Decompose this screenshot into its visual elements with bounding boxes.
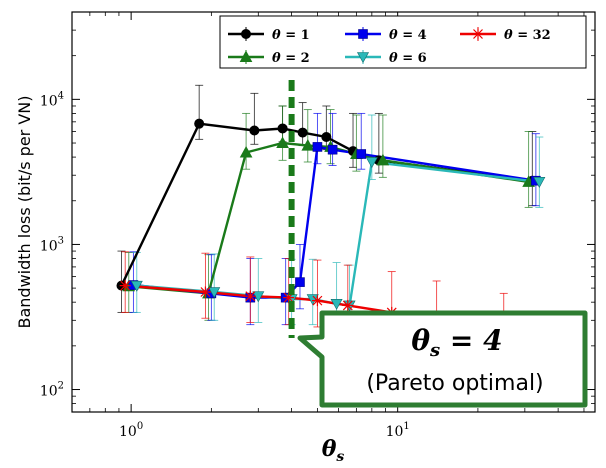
data-point [244,290,256,302]
data-point [283,292,295,304]
y-tick-label: 103 [40,235,64,254]
data-point [356,149,367,159]
data-point [376,153,390,166]
legend-label: θ = 4 [389,28,427,43]
data-point [301,139,315,151]
series-markers [116,118,546,349]
data-point [327,144,338,155]
data-point [130,280,143,292]
data-point [330,298,343,310]
x-axis-label: θs [322,436,345,465]
data-point [312,142,323,152]
legend-box [219,15,587,69]
data-point [297,127,308,138]
data-point [208,287,221,299]
data-point [533,177,546,188]
data-point [311,295,323,307]
y-tick-label: 104 [40,90,64,109]
legend-swatch-marker [356,52,370,64]
data-point [199,286,211,298]
legend-item: θ = 2 [228,50,310,66]
data-point [295,277,305,287]
data-point [342,299,354,311]
data-point [277,123,288,134]
data-point [365,157,378,169]
legend-label: θ = 2 [272,51,310,66]
y-tick-label: 102 [40,381,64,400]
legend: θ = 1 θ = 4 θ = 32 θ = 2 θ = 6 [219,15,587,69]
data-point [119,280,131,292]
legend-swatch-marker [358,29,368,39]
data-point [306,294,319,306]
legend-label: θ = 6 [389,51,427,66]
data-point [321,132,332,143]
data-point [276,136,289,149]
legend-item: θ = 6 [345,50,427,66]
y-axis-label: Bandwidth loss (bit/s per VN) [15,95,34,328]
legend-label: θ = 1 [272,28,310,43]
legend-swatch-marker [472,28,484,40]
legend-swatch-marker [241,29,251,39]
callout-box [297,310,588,408]
x-tick-label: 101 [386,421,410,440]
axis-ticks: 100 101 102 103 104 [40,12,595,440]
legend-item: θ = 1 [228,27,310,43]
legend-item: θ = 32 [460,27,551,43]
legend-swatch-marker [239,50,253,62]
legend-label: θ = 32 [504,28,551,43]
data-point [239,145,253,158]
pareto-callout: θs = 4 (Pareto optimal) [297,310,588,408]
callout-title: θs = 4 [411,324,502,361]
callout-subtitle: (Pareto optimal) [366,371,543,396]
legend-item: θ = 4 [345,27,427,43]
data-point [194,118,205,129]
data-point [249,125,260,136]
x-tick-label: 100 [119,421,143,440]
